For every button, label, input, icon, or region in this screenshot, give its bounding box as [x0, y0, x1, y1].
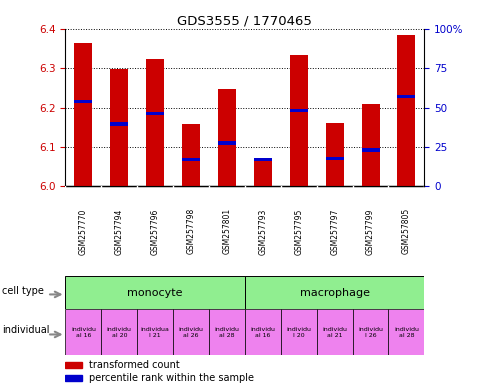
Bar	[352, 309, 388, 355]
Text: GSM257801: GSM257801	[222, 208, 231, 255]
Title: GDS3555 / 1770465: GDS3555 / 1770465	[177, 15, 312, 28]
Text: GSM257797: GSM257797	[330, 208, 338, 255]
Bar	[65, 309, 101, 355]
Text: individu
al 16: individu al 16	[71, 327, 96, 338]
Text: GSM257770: GSM257770	[79, 208, 88, 255]
Bar	[65, 375, 81, 381]
Text: individu
al 28: individu al 28	[214, 327, 239, 338]
Bar	[244, 276, 424, 309]
Text: individu
al 16: individu al 16	[250, 327, 275, 338]
Bar	[65, 362, 81, 368]
Bar	[397, 35, 414, 186]
Bar	[325, 123, 343, 186]
Text: GSM257793: GSM257793	[258, 208, 267, 255]
Bar	[289, 55, 307, 186]
Bar	[289, 109, 307, 113]
Bar	[361, 104, 378, 186]
Bar	[218, 141, 235, 145]
Bar	[182, 124, 200, 186]
Bar	[75, 43, 92, 186]
Text: percentile rank within the sample: percentile rank within the sample	[89, 373, 253, 383]
Text: monocyte: monocyte	[127, 288, 182, 298]
Text: individua
l 21: individua l 21	[140, 327, 169, 338]
Bar	[388, 309, 424, 355]
Text: individu
l 20: individu l 20	[286, 327, 311, 338]
Text: GSM257799: GSM257799	[365, 208, 374, 255]
Bar	[254, 161, 271, 186]
Text: individual: individual	[2, 325, 50, 335]
Bar	[75, 100, 92, 103]
Bar	[173, 309, 209, 355]
Text: macrophage: macrophage	[299, 288, 369, 298]
Text: individu
l 26: individu l 26	[357, 327, 382, 338]
Bar	[244, 309, 280, 355]
Bar	[361, 148, 378, 152]
Text: GSM257798: GSM257798	[186, 208, 195, 255]
Bar	[65, 276, 244, 309]
Bar	[146, 112, 164, 115]
Bar	[110, 122, 128, 126]
Text: transformed count: transformed count	[89, 360, 179, 370]
Bar	[218, 89, 235, 186]
Bar	[209, 309, 244, 355]
Text: cell type: cell type	[2, 286, 44, 296]
Bar	[110, 69, 128, 186]
Text: individu
al 20: individu al 20	[106, 327, 132, 338]
Bar	[137, 309, 173, 355]
Text: individu
al 21: individu al 21	[321, 327, 347, 338]
Bar	[101, 309, 137, 355]
Bar	[397, 95, 414, 98]
Bar	[316, 309, 352, 355]
Text: GSM257805: GSM257805	[401, 208, 410, 255]
Bar	[182, 158, 200, 161]
Text: GSM257795: GSM257795	[294, 208, 302, 255]
Bar	[280, 309, 316, 355]
Text: individu
al 26: individu al 26	[178, 327, 203, 338]
Bar	[254, 158, 271, 161]
Bar	[146, 59, 164, 186]
Bar	[325, 157, 343, 161]
Text: GSM257794: GSM257794	[115, 208, 123, 255]
Text: individu
al 28: individu al 28	[393, 327, 418, 338]
Text: GSM257796: GSM257796	[151, 208, 159, 255]
